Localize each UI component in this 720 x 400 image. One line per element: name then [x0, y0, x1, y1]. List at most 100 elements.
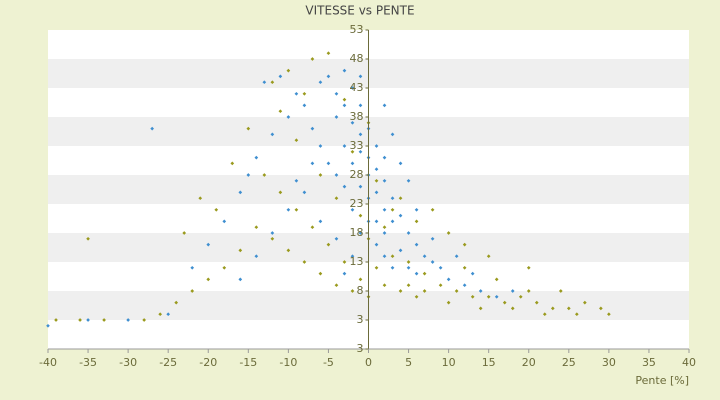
- point: [398, 196, 403, 201]
- point: [566, 306, 571, 311]
- x-tick-label: 35: [642, 356, 656, 369]
- point: [238, 190, 243, 195]
- point: [334, 283, 339, 288]
- point: [190, 289, 195, 293]
- point: [214, 207, 219, 212]
- point: [462, 283, 467, 288]
- point: [342, 184, 347, 189]
- point: [326, 161, 331, 166]
- point: [230, 161, 235, 166]
- point: [206, 242, 211, 247]
- x-tick-label: -40: [39, 356, 57, 369]
- point: [310, 225, 315, 230]
- point: [126, 318, 130, 322]
- point: [358, 231, 363, 235]
- point: [350, 120, 355, 125]
- point: [270, 236, 275, 241]
- point: [470, 294, 475, 299]
- y-tick-label: 3: [357, 342, 364, 355]
- point: [278, 74, 283, 79]
- point: [374, 144, 379, 148]
- point: [334, 173, 339, 177]
- point: [550, 306, 555, 311]
- x-tick-label: 0: [365, 356, 372, 369]
- point: [358, 132, 363, 137]
- point: [422, 254, 427, 259]
- point: [486, 254, 491, 259]
- point: [350, 289, 355, 293]
- point: [438, 283, 443, 288]
- point: [358, 149, 363, 154]
- point: [414, 242, 419, 247]
- point: [582, 300, 587, 305]
- point: [430, 260, 435, 264]
- point: [414, 207, 419, 212]
- point: [254, 225, 259, 230]
- point: [342, 271, 347, 276]
- point: [382, 225, 387, 230]
- x-tick-label: -15: [239, 356, 257, 369]
- point: [254, 155, 259, 160]
- point: [398, 161, 403, 166]
- point: [382, 231, 387, 235]
- point: [446, 277, 451, 282]
- point: [422, 271, 427, 276]
- point: [382, 103, 387, 108]
- point: [406, 260, 411, 264]
- points: [46, 51, 611, 328]
- point: [478, 306, 483, 311]
- x-tick-label: 10: [442, 356, 456, 369]
- x-tick-label: -30: [119, 356, 137, 369]
- x-tick-label: -20: [199, 356, 217, 369]
- point: [502, 300, 507, 305]
- point: [494, 294, 499, 299]
- point: [382, 283, 387, 288]
- point: [390, 196, 395, 201]
- x-axis-label: Pente [%]: [635, 374, 689, 387]
- point: [607, 312, 611, 317]
- point: [318, 219, 323, 224]
- point: [350, 207, 355, 212]
- point: [414, 219, 419, 224]
- point: [190, 265, 195, 270]
- point: [310, 161, 315, 166]
- point: [390, 207, 395, 212]
- point: [374, 265, 379, 270]
- point: [510, 289, 515, 293]
- point: [318, 271, 323, 276]
- point: [574, 312, 579, 317]
- y-tick-label: 38: [350, 110, 364, 123]
- point: [238, 277, 243, 282]
- x-tick-label: 15: [482, 356, 496, 369]
- point: [374, 167, 379, 172]
- point: [334, 91, 339, 96]
- point: [286, 115, 291, 119]
- x-tick-label: 20: [522, 356, 536, 369]
- point: [358, 213, 363, 218]
- point: [350, 86, 355, 90]
- point: [270, 80, 275, 85]
- point: [158, 312, 163, 317]
- point: [294, 207, 299, 212]
- point: [270, 132, 275, 137]
- y-tick-label: 28: [350, 168, 364, 181]
- x-tick-label: -35: [79, 356, 97, 369]
- point: [374, 242, 379, 247]
- point: [342, 260, 347, 264]
- point: [486, 294, 491, 299]
- point: [142, 318, 146, 322]
- point: [382, 155, 387, 160]
- x-tick-label: 30: [602, 356, 616, 369]
- x-tick-label: -25: [159, 356, 177, 369]
- point: [462, 242, 467, 247]
- point: [318, 144, 323, 148]
- point: [470, 271, 475, 276]
- point: [526, 265, 531, 270]
- point: [406, 283, 411, 288]
- point: [294, 138, 299, 143]
- point: [382, 254, 387, 259]
- y-tick-label: 23: [350, 197, 364, 210]
- point: [374, 178, 379, 183]
- point: [510, 306, 515, 311]
- y-tick-label: 33: [350, 139, 364, 152]
